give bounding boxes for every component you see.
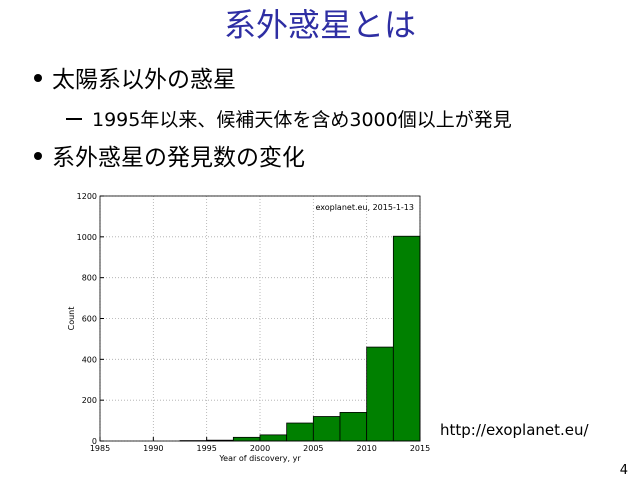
y-tick-label: 200 — [82, 396, 97, 405]
x-tick-label: 2015 — [410, 444, 430, 453]
bar — [312, 416, 341, 442]
annotation: exoplanet.eu, 2015-1-13 — [315, 203, 414, 212]
y-tick-label: 400 — [82, 355, 97, 364]
x-tick-label: 1995 — [196, 444, 216, 453]
x-tick-label: 2000 — [250, 444, 270, 453]
y-tick-label: 800 — [82, 274, 97, 283]
y-tick-label: 1000 — [77, 233, 97, 242]
bullet-dot — [34, 152, 42, 160]
y-tick-label: 0 — [92, 437, 97, 446]
bar — [392, 235, 421, 442]
sub-bullet-text: 1995年以来、候補天体を含め3000個以上が発見 — [92, 109, 512, 131]
x-tick-label: 2005 — [303, 444, 323, 453]
slide-title: 系外惑星とは — [224, 6, 416, 44]
x-tick-label: 1990 — [143, 444, 163, 453]
page-number: 4 — [620, 463, 628, 478]
bullet-dot — [34, 74, 42, 82]
bullet-text: 系外惑星の発見数の変化 — [52, 145, 305, 171]
x-tick-label: 1985 — [90, 444, 110, 453]
y-axis-label: Count — [67, 307, 76, 331]
bar — [286, 422, 314, 442]
chart: 0 200 400 600 800 1000 1200 1985 1990 1995 2000 200… — [67, 192, 430, 463]
y-tick-label: 1200 — [77, 192, 97, 201]
x-tick-label: 2010 — [356, 444, 376, 453]
bar — [366, 346, 394, 442]
x-axis-label: Year of discovery, yr — [218, 454, 301, 463]
y-tick-label: 600 — [82, 315, 97, 324]
bar — [232, 436, 261, 442]
bullet-text: 太陽系以外の惑星 — [52, 67, 236, 93]
bar — [339, 412, 368, 442]
bar — [259, 434, 288, 442]
plot-frame — [99, 195, 421, 442]
source-url: http://exoplanet.eu/ — [440, 421, 590, 439]
